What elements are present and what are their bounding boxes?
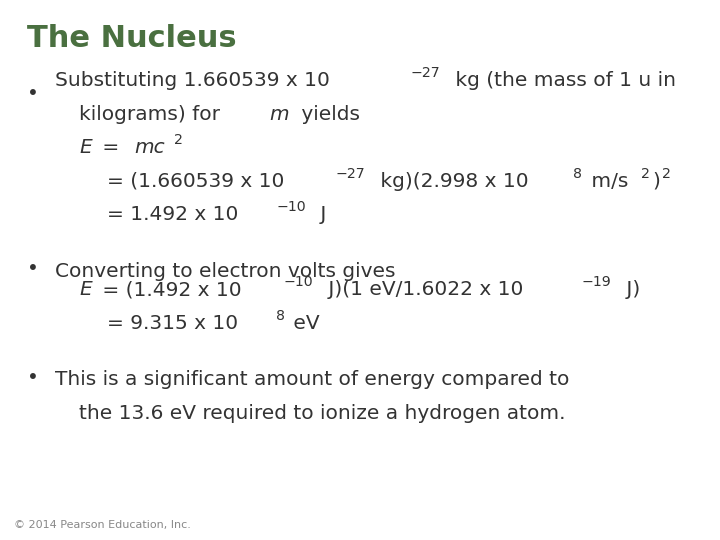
Text: the 13.6 eV required to ionize a hydrogen atom.: the 13.6 eV required to ionize a hydroge… (79, 404, 566, 423)
Text: = (1.660539 x 10: = (1.660539 x 10 (107, 172, 284, 191)
Text: −19: −19 (582, 275, 611, 289)
Text: mc: mc (134, 138, 165, 157)
Text: Converting to electron volts gives: Converting to electron volts gives (55, 262, 396, 281)
Text: 2: 2 (662, 167, 671, 181)
Text: kg (the mass of 1 u in: kg (the mass of 1 u in (449, 71, 675, 90)
Text: 8: 8 (276, 309, 284, 323)
Text: Substituting 1.660539 x 10: Substituting 1.660539 x 10 (55, 71, 330, 90)
Text: © 2014 Pearson Education, Inc.: © 2014 Pearson Education, Inc. (14, 520, 192, 530)
Text: eV: eV (287, 314, 320, 333)
Text: m: m (269, 105, 289, 124)
Text: 2: 2 (174, 133, 182, 147)
Text: This is a significant amount of energy compared to: This is a significant amount of energy c… (55, 370, 570, 389)
Text: •: • (27, 259, 39, 278)
Text: J): J) (620, 280, 640, 299)
Text: •: • (27, 368, 39, 387)
Text: −27: −27 (336, 167, 365, 181)
Text: E: E (79, 280, 92, 299)
Text: −10: −10 (284, 275, 313, 289)
Text: −27: −27 (410, 66, 440, 80)
Text: •: • (27, 84, 39, 103)
Text: 2: 2 (641, 167, 649, 181)
Text: J: J (315, 205, 327, 224)
Text: 8: 8 (573, 167, 582, 181)
Text: kg)(2.998 x 10: kg)(2.998 x 10 (374, 172, 528, 191)
Text: J)(1 eV/1.6022 x 10: J)(1 eV/1.6022 x 10 (322, 280, 523, 299)
Text: −10: −10 (276, 200, 306, 214)
Text: yields: yields (294, 105, 360, 124)
Text: m/s: m/s (585, 172, 628, 191)
Text: E: E (79, 138, 92, 157)
Text: ): ) (652, 172, 660, 191)
Text: The Nucleus: The Nucleus (27, 24, 237, 53)
Text: =: = (96, 138, 125, 157)
Text: = (1.492 x 10: = (1.492 x 10 (96, 280, 241, 299)
Text: = 9.315 x 10: = 9.315 x 10 (107, 314, 238, 333)
Text: = 1.492 x 10: = 1.492 x 10 (107, 205, 238, 224)
Text: kilograms) for: kilograms) for (79, 105, 227, 124)
